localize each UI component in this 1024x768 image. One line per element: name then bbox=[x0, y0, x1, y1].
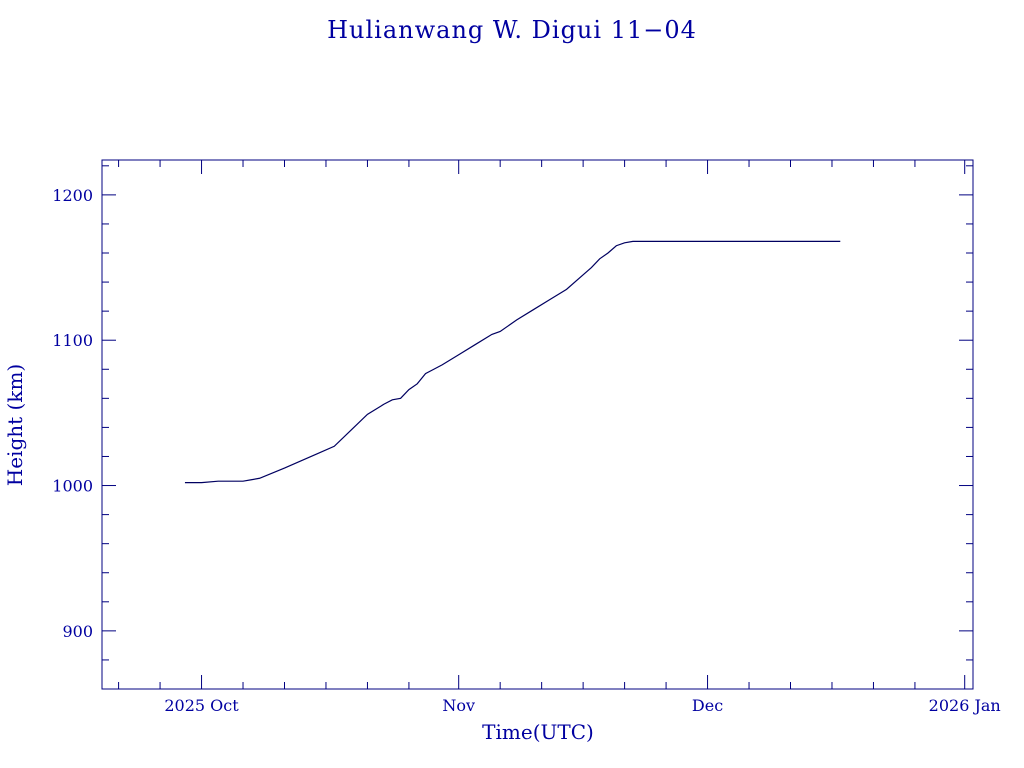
y-axis-label: Height (km) bbox=[3, 364, 27, 486]
y-tick-label: 1000 bbox=[52, 477, 93, 496]
x-tick-label: Nov bbox=[442, 696, 475, 715]
y-tick-label: 1100 bbox=[52, 331, 93, 350]
y-tick-label: 900 bbox=[62, 622, 93, 641]
series-line bbox=[184, 240, 841, 484]
y-tick-label: 1200 bbox=[52, 186, 93, 205]
chart-title: Hulianwang W. Digui 11−04 bbox=[327, 16, 697, 44]
axis-ticks bbox=[102, 160, 973, 690]
x-tick-label: Dec bbox=[692, 696, 723, 715]
tick-labels: 900 1000 1100 1200 2025 Oct Nov Dec 2026 Jan bbox=[52, 186, 1000, 715]
x-tick-label: 2025 Oct bbox=[164, 696, 239, 715]
x-axis-label: Time(UTC) bbox=[482, 720, 594, 744]
x-tick-label: 2026 Jan bbox=[929, 696, 1001, 715]
plot-frame bbox=[101, 159, 974, 690]
